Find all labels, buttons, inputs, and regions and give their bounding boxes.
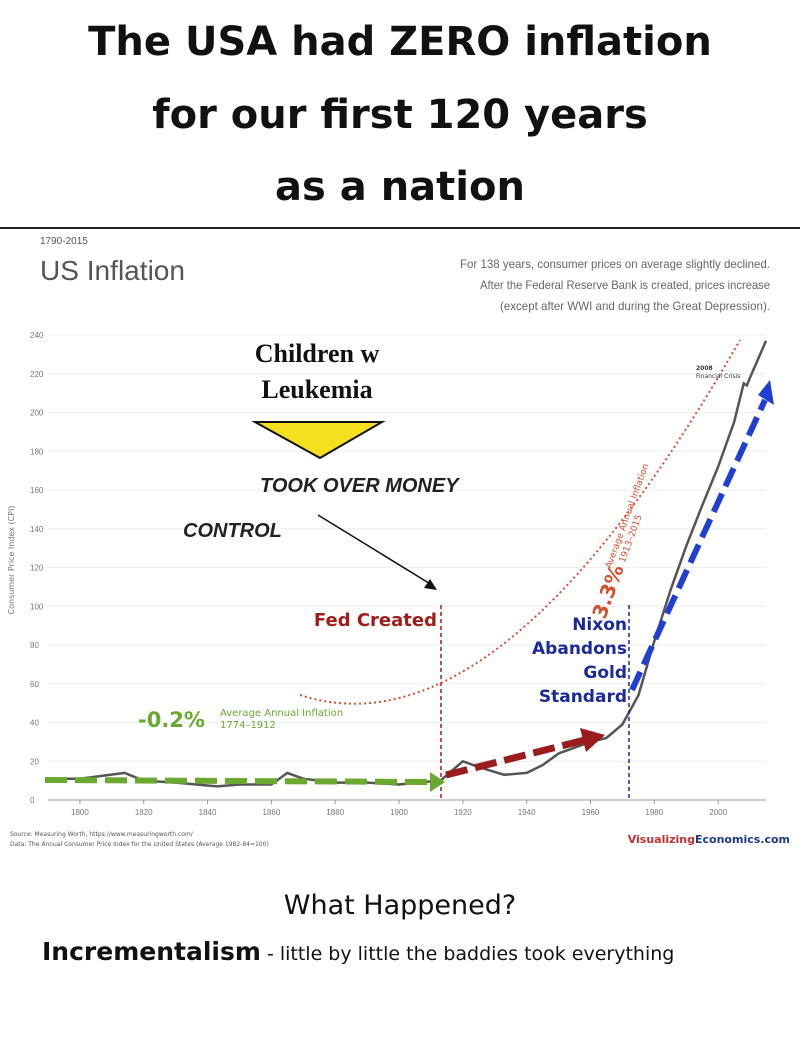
brand-part: Economics.com (695, 833, 790, 846)
source: Data: The Annual Consumer Price Index fo… (10, 841, 269, 848)
date-range: 1790-2015 (40, 236, 88, 247)
nixon-label: Nixon (572, 615, 627, 635)
y-tick-label: 0 (30, 796, 35, 805)
arrowhead (430, 772, 445, 792)
y-tick-label: 180 (30, 447, 44, 456)
explanation: - little by little the baddies took ever… (261, 943, 674, 965)
x-tick-label: 1820 (135, 808, 153, 817)
y-axis-label: Consumer Price Index (CPI) (7, 506, 16, 615)
green-arrow (44, 777, 431, 785)
footer: What Happened? Incrementalism - little b… (42, 890, 674, 966)
brand: VisualizingEconomics.com (628, 833, 790, 846)
y-tick-label: 20 (30, 757, 39, 766)
header: The USA had ZERO inflation for our first… (0, 19, 800, 229)
chart-title: US Inflation (40, 255, 185, 286)
x-tick-label: 1900 (390, 808, 408, 817)
early-label: Average Annual Inflation (220, 708, 343, 719)
y-tick-label: 240 (30, 331, 44, 340)
header-line: for our first 120 years (152, 92, 648, 138)
chart: 1790-2015 US Inflation For 138 years, co… (7, 236, 790, 848)
pointer-arrow (317, 514, 433, 586)
y-tick-label: 100 (30, 602, 44, 611)
nixon-label: Gold (583, 663, 627, 683)
x-tick-label: 1840 (199, 808, 217, 817)
subtitle: After the Federal Reserve Bank is create… (480, 278, 770, 292)
arrowhead (758, 380, 774, 405)
yellow-arrow (251, 421, 386, 460)
y-tick-label: 140 (30, 525, 44, 534)
subtitle: For 138 years, consumer prices on averag… (460, 257, 770, 271)
red-arrow (445, 736, 586, 779)
meme-caption: TOOK OVER MONEY (260, 475, 460, 497)
term: Incrementalism (42, 937, 261, 966)
x-tick-label: 2000 (709, 808, 727, 817)
event-label: 2008 (696, 365, 713, 372)
y-tick-label: 220 (30, 370, 44, 379)
x-tick-label: 1880 (326, 808, 344, 817)
conclusion: Incrementalism - little by little the ba… (42, 937, 674, 966)
cpi-line (48, 340, 768, 788)
subtitle: (except after WWI and during the Great D… (500, 299, 770, 313)
x-tick-label: 1860 (262, 808, 280, 817)
y-tick-label: 40 (30, 719, 39, 728)
x-tick-label: 1940 (518, 808, 536, 817)
y-tick-label: 80 (30, 641, 39, 650)
y-tick-label: 120 (30, 564, 44, 573)
early-rate: -0.2% (138, 708, 205, 732)
meme-caption: Children w (255, 339, 380, 368)
header-line: as a nation (275, 164, 525, 210)
nixon-label: Abandons (532, 639, 627, 659)
x-tick-label: 1800 (71, 808, 89, 817)
arrowhead (424, 579, 437, 590)
event-label: Financial Crisis (696, 373, 740, 380)
arrowhead (580, 728, 605, 752)
header-line: The USA had ZERO inflation (88, 19, 712, 65)
source: Source: Measuring Worth, https://www.mea… (10, 831, 194, 838)
late-rate: 3.3% (587, 561, 629, 621)
x-tick-label: 1960 (582, 808, 600, 817)
y-tick-label: 60 (30, 680, 39, 689)
y-tick-label: 200 (30, 409, 44, 418)
meme-caption: Leukemia (261, 375, 372, 404)
brand-part: Visualizing (628, 833, 695, 846)
fed-label: Fed Created (314, 610, 437, 631)
blue-arrow (629, 398, 768, 692)
early-label: 1774–1912 (220, 720, 276, 731)
nixon-label: Standard (539, 687, 627, 707)
x-tick-label: 1980 (645, 808, 663, 817)
question: What Happened? (284, 890, 516, 921)
y-tick-label: 160 (30, 486, 44, 495)
x-tick-label: 1920 (454, 808, 472, 817)
meme-caption: CONTROL (183, 520, 282, 542)
plot: 0 20 40 60 80 100 120 140 160 180 200 220 240 1800 182… (30, 331, 768, 817)
